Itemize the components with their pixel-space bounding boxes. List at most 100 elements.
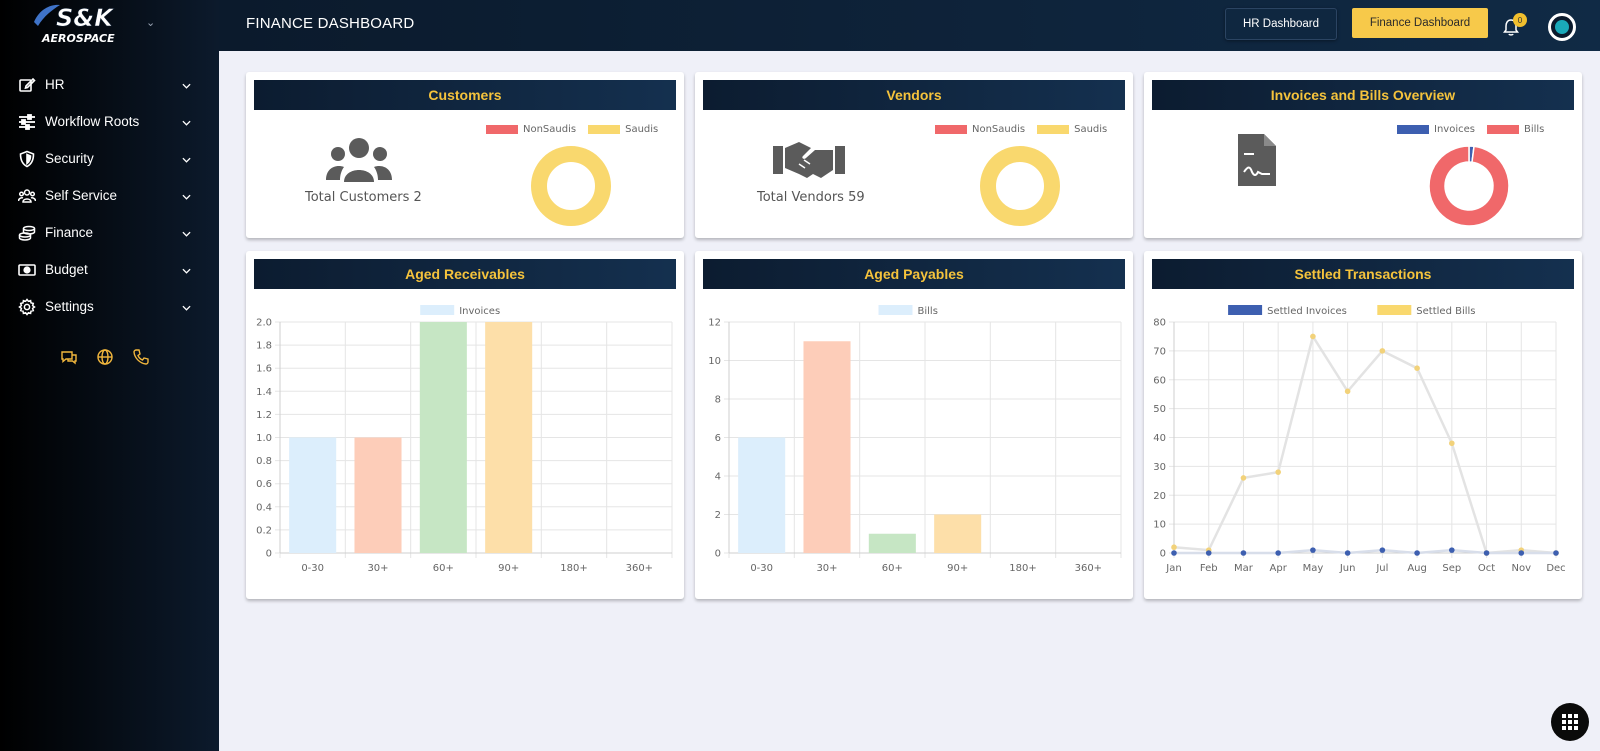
point-settled-invoices-jul[interactable] xyxy=(1379,547,1386,553)
phone-icon[interactable] xyxy=(132,348,150,366)
chart-grid xyxy=(275,321,673,558)
point-settled-invoices-dec[interactable] xyxy=(1553,550,1559,556)
notification-badge: 0 xyxy=(1513,13,1527,27)
x-tick-label: 360+ xyxy=(1075,563,1102,574)
vendors-donut-chart xyxy=(980,146,1060,226)
legend-label[interactable]: Settled Invoices xyxy=(1267,306,1347,317)
sidebar-item-security[interactable]: Security xyxy=(0,140,219,177)
y-tick-label: 2 xyxy=(715,510,721,521)
legend-item[interactable]: Saudis xyxy=(1037,124,1107,135)
point-settled-invoices-nov[interactable] xyxy=(1518,550,1525,556)
legend-label[interactable]: Settled Bills xyxy=(1416,306,1475,317)
vendors-card: Vendors NonSaudis Saudis Total Vendors 5… xyxy=(695,72,1133,238)
aged-payables-card: Aged Payables Bills 0 2 4 6 8 10 12 0-30 30+ 60+ 90… xyxy=(695,251,1133,599)
donut-slice-saudis[interactable] xyxy=(980,146,1060,226)
x-tick-label: Apr xyxy=(1270,563,1288,574)
legend-label: NonSaudis xyxy=(972,124,1026,135)
bar-90-plus[interactable] xyxy=(934,514,982,554)
x-tick-label: 60+ xyxy=(882,563,903,574)
legend-item[interactable]: Bills xyxy=(1486,124,1544,135)
legend-swatch[interactable] xyxy=(1377,305,1412,315)
y-tick-label: 4 xyxy=(715,472,721,483)
x-tick-label: Jun xyxy=(1339,563,1356,574)
chat-icon[interactable] xyxy=(60,348,78,366)
coins-icon xyxy=(18,224,36,242)
bar-0-30[interactable] xyxy=(289,437,337,554)
point-settled-invoices-oct[interactable] xyxy=(1483,550,1490,556)
point-settled-bills-sep[interactable] xyxy=(1449,440,1455,447)
chart-legend: Invoices xyxy=(420,305,500,317)
point-settled-invoices-mar[interactable] xyxy=(1240,550,1247,556)
series-line-settled-bills[interactable] xyxy=(1173,333,1557,555)
y-tick-label: 10 xyxy=(1153,520,1166,531)
point-settled-bills-apr[interactable] xyxy=(1275,469,1281,475)
finance-dashboard-button[interactable]: Finance Dashboard xyxy=(1352,8,1488,38)
y-tick-label: 1.8 xyxy=(256,341,272,352)
point-settled-invoices-jan[interactable] xyxy=(1171,550,1177,556)
sidebar-item-budget[interactable]: Budget xyxy=(0,251,219,288)
bar-60-plus[interactable] xyxy=(868,533,916,553)
legend-label[interactable]: Invoices xyxy=(459,306,500,317)
card-title: Aged Payables xyxy=(864,266,964,282)
brand-menu-chevron-icon[interactable]: ⌄ xyxy=(146,17,156,29)
brand-logo[interactable]: S&K AEROSPACE xyxy=(30,2,130,46)
point-settled-bills-aug[interactable] xyxy=(1414,365,1420,371)
point-settled-bills-may[interactable] xyxy=(1310,333,1316,340)
x-tick-label: 60+ xyxy=(433,563,454,574)
card-title: Settled Transactions xyxy=(1294,266,1432,282)
users-icon xyxy=(326,138,392,182)
hr-dashboard-button[interactable]: HR Dashboard xyxy=(1225,8,1337,40)
point-settled-bills-jun[interactable] xyxy=(1344,388,1351,395)
bar-30-plus[interactable] xyxy=(354,437,402,554)
donut-slice-bills[interactable] xyxy=(1428,145,1510,227)
legend-swatch[interactable] xyxy=(878,305,913,315)
series-line-settled-invoices[interactable] xyxy=(1174,548,1556,555)
legend-item[interactable]: Saudis xyxy=(588,124,658,135)
globe-icon[interactable] xyxy=(96,348,114,366)
point-settled-invoices-aug[interactable] xyxy=(1414,550,1420,556)
point-settled-bills-jul[interactable] xyxy=(1379,348,1386,354)
point-settled-invoices-jun[interactable] xyxy=(1344,550,1351,556)
bar-30-plus[interactable] xyxy=(803,341,851,553)
y-tick-label: 0 xyxy=(1160,549,1166,560)
legend-item[interactable]: Invoices xyxy=(1397,124,1475,135)
point-settled-bills-mar[interactable] xyxy=(1240,475,1247,481)
legend-item[interactable]: NonSaudis xyxy=(935,124,1025,135)
chevron-down-icon xyxy=(182,224,192,242)
legend-label: Saudis xyxy=(625,124,659,135)
legend-swatch[interactable] xyxy=(1228,305,1263,315)
donut-slice-saudis[interactable] xyxy=(531,146,611,226)
point-settled-invoices-apr[interactable] xyxy=(1275,550,1281,556)
apps-grid-button[interactable] xyxy=(1551,703,1589,741)
avatar[interactable] xyxy=(1548,13,1576,41)
sidebar-item-workflow-roots[interactable]: Workflow Roots xyxy=(0,103,219,140)
bar-60-plus[interactable] xyxy=(419,322,467,553)
point-settled-invoices-feb[interactable] xyxy=(1205,550,1212,556)
y-tick-label: 10 xyxy=(708,356,721,367)
legend-label[interactable]: Bills xyxy=(918,306,938,317)
customers-donut-chart xyxy=(531,146,611,226)
point-settled-invoices-may[interactable] xyxy=(1310,547,1316,553)
x-tick-label: Nov xyxy=(1512,563,1532,574)
sidebar-item-hr[interactable]: HR xyxy=(0,66,219,103)
card-header: Aged Payables xyxy=(703,259,1125,289)
file-invoice-icon xyxy=(1238,134,1276,186)
bar-0-30[interactable] xyxy=(738,437,786,554)
sidebar-item-finance[interactable]: Finance xyxy=(0,214,219,251)
handshake-icon xyxy=(773,142,845,178)
svg-text:AEROSPACE: AEROSPACE xyxy=(41,32,115,45)
y-tick-label: 2.0 xyxy=(256,318,272,329)
legend-swatch[interactable] xyxy=(420,305,455,315)
y-tick-label: 80 xyxy=(1153,318,1166,329)
y-tick-label: 1.0 xyxy=(256,433,272,444)
sidebar-item-settings[interactable]: Settings xyxy=(0,288,219,325)
bar-90-plus[interactable] xyxy=(485,322,533,553)
chevron-down-icon xyxy=(182,187,192,205)
point-settled-invoices-sep[interactable] xyxy=(1449,547,1455,553)
legend-label: Invoices xyxy=(1434,124,1475,135)
total-customers-stat: Total Customers 2 xyxy=(305,190,422,205)
point-settled-bills-jan[interactable] xyxy=(1171,544,1177,551)
chevron-down-icon xyxy=(182,150,192,168)
legend-item[interactable]: NonSaudis xyxy=(486,124,576,135)
sidebar-item-self-service[interactable]: Self Service xyxy=(0,177,219,214)
